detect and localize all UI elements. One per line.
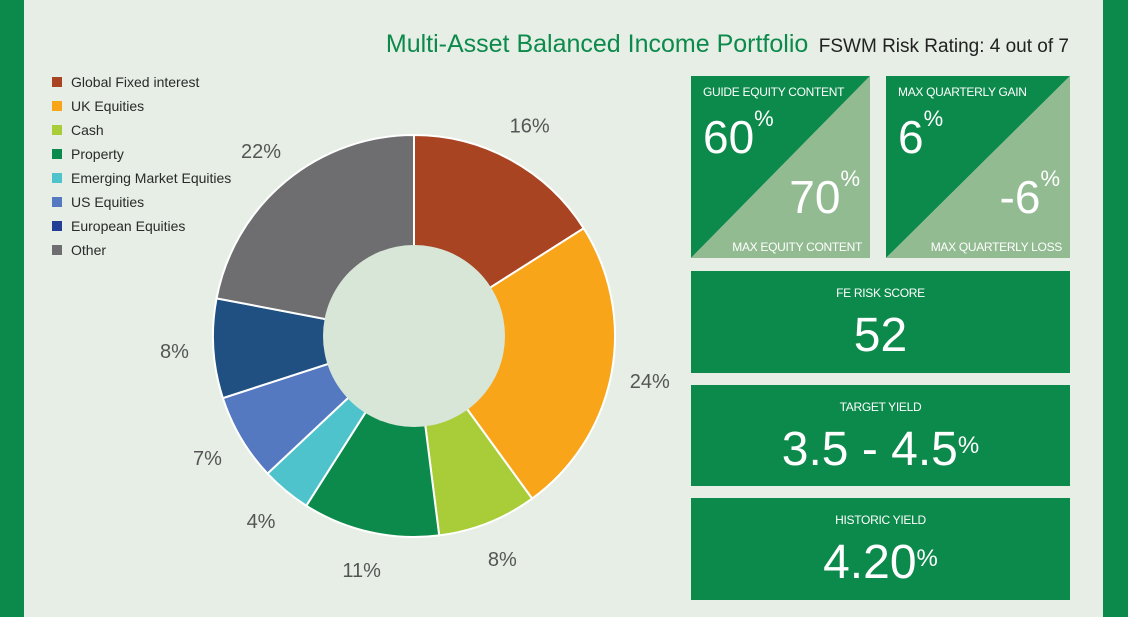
page-title: Multi-Asset Balanced Income Portfolio (385, 30, 809, 58)
donut-hole (323, 245, 505, 427)
legend-swatch (52, 149, 62, 159)
legend-item: UK Equities (52, 98, 232, 115)
target-yield-value: 3.5 - 4.5% (781, 423, 980, 476)
quarterly-card-background (886, 76, 1070, 258)
lower-triangle (691, 76, 870, 258)
max-loss-label: MAX QUARTERLY LOSS (930, 240, 1063, 254)
slice-percent-label: 8% (160, 341, 189, 363)
equity-content-card: GUIDE EQUITY CONTENT 60% 70% MAX EQUITY … (691, 76, 870, 258)
historic-yield-card: HISTORIC YIELD 4.20% (691, 498, 1070, 600)
target-yield-label: TARGET YIELD (839, 400, 922, 414)
legend-label: Global Fixed interest (71, 74, 200, 90)
slice-percent-label: 4% (247, 511, 276, 533)
donut-slice-uk-equities (412, 226, 616, 501)
fe-risk-score-card: FE RISK SCORE 52 (691, 271, 1070, 373)
legend-label: Cash (71, 122, 104, 138)
lower-triangle (886, 76, 1070, 258)
legend-label: US Equities (71, 194, 145, 210)
chart-legend: Global Fixed interest UK Equities Cash P… (52, 74, 232, 266)
legend-swatch (52, 245, 62, 255)
max-equity-value: 70% (789, 166, 860, 223)
legend-label: Emerging Market Equities (71, 170, 232, 186)
legend-swatch (52, 77, 62, 87)
guide-equity-label: GUIDE EQUITY CONTENT (703, 85, 845, 99)
donut-slice-european-equities (212, 297, 415, 400)
slice-percent-label: 16% (510, 116, 550, 138)
legend-swatch (52, 197, 62, 207)
quarterly-card: MAX QUARTERLY GAIN 6% -6% MAX QUARTERLY … (886, 76, 1070, 258)
legend-item: Other (52, 242, 232, 259)
slice-percent-label: 8% (488, 549, 517, 571)
equity-card-background (691, 76, 870, 258)
legend-swatch (52, 221, 62, 231)
slice-percent-label: 7% (193, 448, 222, 470)
risk-rating: FSWM Risk Rating: 4 out of 7 (818, 36, 1069, 57)
target-yield-card: TARGET YIELD 3.5 - 4.5% (691, 385, 1070, 486)
historic-yield-value: 4.20% (823, 536, 938, 589)
max-equity-label: MAX EQUITY CONTENT (732, 240, 862, 254)
legend-item: Global Fixed interest (52, 74, 232, 91)
legend-swatch (52, 173, 62, 183)
header: Multi-Asset Balanced Income Portfolio FS… (386, 30, 1069, 59)
legend-item: Property (52, 146, 232, 163)
slice-percent-label: 11% (342, 560, 381, 582)
donut-chart: 16% 24% 8% 11% 4% 7% 8% 22% (160, 116, 670, 583)
slice-percent-label: 24% (630, 371, 670, 393)
legend-item: Emerging Market Equities (52, 170, 232, 187)
legend-swatch (52, 101, 62, 111)
max-loss-value: -6% (999, 166, 1060, 223)
legend-swatch (52, 125, 62, 135)
fe-risk-value: 52 (853, 309, 908, 362)
slice-percent-label: 22% (241, 141, 281, 163)
legend-label: Other (71, 242, 107, 258)
page-background: Multi-Asset Balanced Income Portfolio FS… (24, 0, 1103, 617)
historic-yield-label: HISTORIC YIELD (835, 513, 926, 527)
max-gain-label: MAX QUARTERLY GAIN (898, 85, 1027, 99)
legend-item: US Equities (52, 194, 232, 211)
max-gain-value: 6% (898, 106, 944, 163)
fe-risk-label: FE RISK SCORE (836, 286, 925, 300)
legend-label: European Equities (71, 218, 186, 234)
legend-label: Property (71, 146, 124, 162)
guide-equity-value: 60% (703, 106, 774, 163)
legend-item: European Equities (52, 218, 232, 235)
legend-label: UK Equities (71, 98, 145, 114)
legend-item: Cash (52, 122, 232, 139)
